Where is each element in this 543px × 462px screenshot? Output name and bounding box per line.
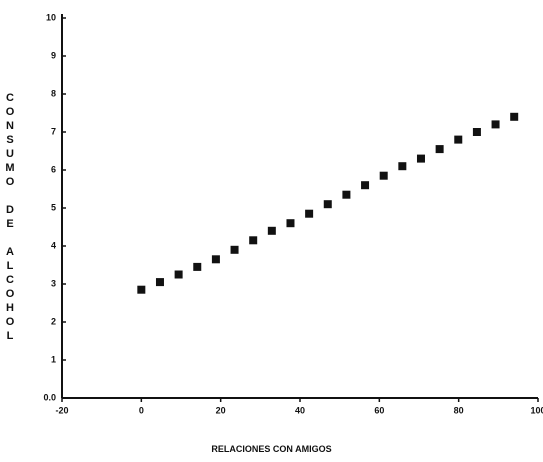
point [193, 262, 202, 271]
x-tick-label: 80 [454, 405, 464, 415]
y-tick-label: 8 [51, 88, 56, 98]
point [454, 135, 463, 144]
point [249, 236, 258, 245]
point [305, 209, 314, 218]
point [416, 154, 425, 163]
point [174, 270, 183, 279]
x-tick-label: 0 [139, 405, 144, 415]
point [491, 120, 500, 129]
point [211, 255, 220, 264]
point [472, 128, 481, 136]
y-tick-label: 5 [51, 202, 56, 212]
x-tick-label: 60 [374, 405, 384, 415]
point [230, 245, 239, 254]
y-tick-label: 2 [51, 316, 56, 326]
point [361, 181, 370, 190]
y-axis-label: CONSUMO DE ALCOHOL [4, 92, 16, 344]
point [323, 200, 332, 209]
point [398, 162, 407, 171]
x-tick-label: 40 [295, 405, 305, 415]
y-tick-label: 7 [51, 126, 56, 136]
y-tick-label: 6 [51, 164, 56, 174]
point [267, 226, 276, 235]
x-tick-label: -20 [55, 405, 68, 415]
point [137, 285, 146, 294]
y-tick-label: 9 [51, 50, 56, 60]
x-axis-label: RELACIONES CON AMIGOS [211, 444, 332, 454]
point [155, 278, 164, 287]
y-tick-label: 10 [46, 12, 56, 22]
point [379, 171, 388, 180]
point [510, 112, 519, 121]
point [342, 190, 351, 199]
point [286, 219, 295, 228]
x-tick-label: 20 [216, 405, 226, 415]
y-tick-label: 0.0 [43, 392, 56, 402]
y-tick-label: 4 [51, 240, 56, 250]
y-tick-label: 1 [51, 354, 56, 364]
y-tick-label: 3 [51, 278, 56, 288]
point [435, 145, 444, 154]
x-tick-label: 100 [530, 405, 543, 415]
